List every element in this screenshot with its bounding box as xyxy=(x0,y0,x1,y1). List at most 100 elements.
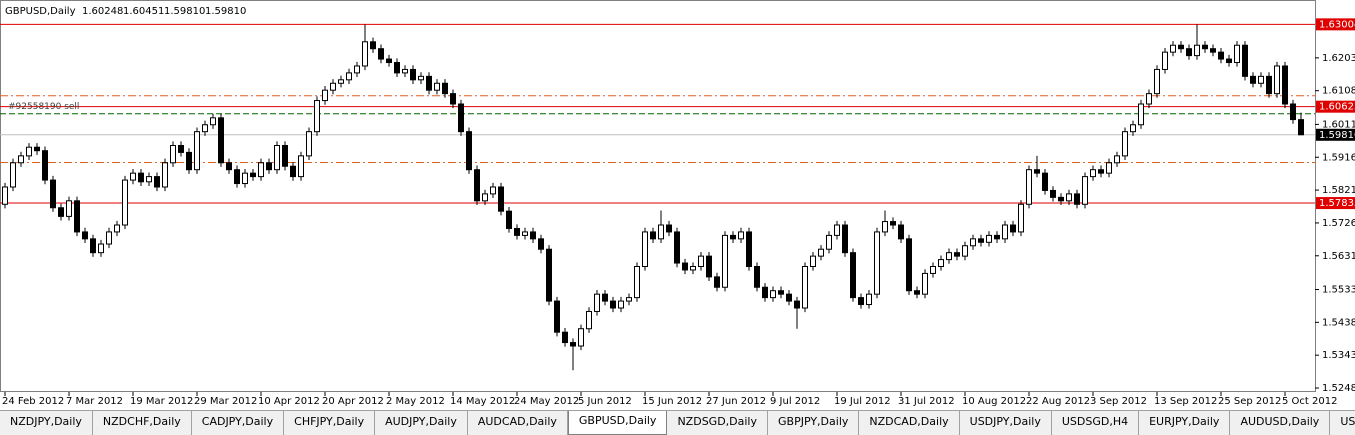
candle-body xyxy=(970,238,976,247)
candle-body xyxy=(178,144,184,153)
candle-body xyxy=(890,221,896,226)
candle-body xyxy=(1186,48,1192,57)
candle-body xyxy=(866,293,872,306)
candle-body xyxy=(858,297,864,306)
candle-body xyxy=(402,68,408,74)
x-tick-label: 27 Jun 2012 xyxy=(706,396,766,407)
chart-tab[interactable]: GBPUSD,Daily xyxy=(567,411,668,435)
candle-body xyxy=(730,234,736,240)
candle-body xyxy=(18,155,24,164)
candle-body xyxy=(306,131,312,157)
chart-tab[interactable]: AUDCAD,Daily xyxy=(468,411,568,435)
candle-body xyxy=(1034,169,1040,174)
candle-body xyxy=(1202,44,1208,50)
x-tick-label: 19 Mar 2012 xyxy=(130,396,193,407)
chart-tab[interactable]: NZDCHF,Daily xyxy=(93,411,192,435)
candle-body xyxy=(378,48,384,60)
candle-body xyxy=(914,290,920,295)
candle-body xyxy=(330,82,336,91)
candle-body xyxy=(594,293,600,312)
x-tick-label: 20 Apr 2012 xyxy=(322,396,384,407)
candle-body xyxy=(250,172,256,178)
x-tick-label: 10 Aug 2012 xyxy=(962,396,1026,407)
candle-body xyxy=(938,259,944,268)
candle-body xyxy=(1226,58,1232,64)
candle-body xyxy=(778,290,784,295)
candle-body xyxy=(50,179,56,209)
candle-body xyxy=(1274,65,1280,95)
candle-body xyxy=(610,300,616,309)
candle-body xyxy=(1026,169,1032,205)
chart-tab[interactable]: NZDSGD,Daily xyxy=(667,411,768,435)
candle-body xyxy=(1290,103,1296,121)
candle-body xyxy=(514,227,520,236)
candle-body xyxy=(362,41,368,67)
candle-body xyxy=(530,231,536,240)
chart-tab[interactable]: CADJPY,Daily xyxy=(192,411,285,435)
candle-body xyxy=(1066,193,1072,202)
x-tick-label: 5 Jun 2012 xyxy=(578,396,632,407)
chart-tab[interactable]: AUDUSD,Daily xyxy=(1230,411,1331,435)
y-tick-label: 1.61085 xyxy=(1322,86,1355,97)
candle-body xyxy=(1010,224,1016,233)
candle-body xyxy=(122,179,128,226)
candle-body xyxy=(578,328,584,347)
candle-body xyxy=(1242,44,1248,77)
candle-body xyxy=(394,62,400,74)
x-tick-label: 29 Mar 2012 xyxy=(194,396,257,407)
candle-body xyxy=(698,255,704,268)
candle-body xyxy=(66,200,72,217)
x-tick-label: 3 Sep 2012 xyxy=(1090,396,1147,407)
x-tick-label: 22 Aug 2012 xyxy=(1026,396,1090,407)
chart-tab[interactable]: USDJPY,Daily xyxy=(960,411,1052,435)
price-label-box xyxy=(1316,100,1355,113)
candle-body xyxy=(818,248,824,257)
chart-tab[interactable]: CHFJPY,Daily xyxy=(284,411,376,435)
x-tick-label: 15 Jun 2012 xyxy=(642,396,702,407)
candle-body xyxy=(1074,193,1080,205)
candle-body xyxy=(1162,51,1168,70)
ohlc-value: 1.60451 xyxy=(123,6,164,17)
candle-body xyxy=(202,124,208,133)
candle-body xyxy=(882,221,888,233)
candle-body xyxy=(786,293,792,302)
candle-body xyxy=(210,117,216,126)
candle-body xyxy=(162,162,168,188)
candle-body xyxy=(266,162,272,171)
y-tick-label: 1.60110 xyxy=(1322,119,1355,130)
candle-body xyxy=(74,200,80,233)
x-tick-label: 14 May 2012 xyxy=(450,396,515,407)
candle-body xyxy=(234,169,240,185)
candle-body xyxy=(802,266,808,309)
candle-body xyxy=(290,165,296,178)
chart-tab[interactable]: NZDCAD,Daily xyxy=(859,411,960,435)
chart-tab[interactable]: GBPJPY,Daily xyxy=(768,411,860,435)
chart-tab[interactable]: NZDJPY,Daily xyxy=(0,411,93,435)
candle-body xyxy=(1098,169,1104,174)
candle-body xyxy=(1106,162,1112,174)
x-tick-label: 31 Jul 2012 xyxy=(898,396,955,407)
candle-body xyxy=(994,234,1000,240)
candle-body xyxy=(338,79,344,84)
candle-body xyxy=(1298,119,1304,136)
candle-body xyxy=(986,234,992,243)
candle-body xyxy=(626,297,632,302)
candle-body xyxy=(186,151,192,171)
candle-body xyxy=(874,231,880,295)
chart-tab[interactable]: USDZAR,Weekly xyxy=(1330,411,1355,435)
chart-tab[interactable]: AUDJPY,Daily xyxy=(375,411,468,435)
candle-body xyxy=(618,300,624,309)
candle-body xyxy=(682,262,688,271)
chart-tab[interactable]: USDSGD,H4 xyxy=(1052,411,1140,435)
price-label-box xyxy=(1316,18,1355,31)
candle-body xyxy=(226,162,232,171)
candle-body xyxy=(642,231,648,268)
ohlc-value: 1.59810 xyxy=(205,6,246,17)
chart: GBPUSD,Daily 1.60248 1.60451 1.59810 1.5981… xyxy=(0,0,1355,407)
ohlc-value: 1.59810 xyxy=(164,6,205,17)
y-tick-label: 1.58210 xyxy=(1322,185,1355,196)
candle-body xyxy=(34,146,40,152)
price-label-box xyxy=(1316,197,1355,210)
candle-body xyxy=(282,144,288,167)
chart-tab[interactable]: EURJPY,Daily xyxy=(1139,411,1231,435)
